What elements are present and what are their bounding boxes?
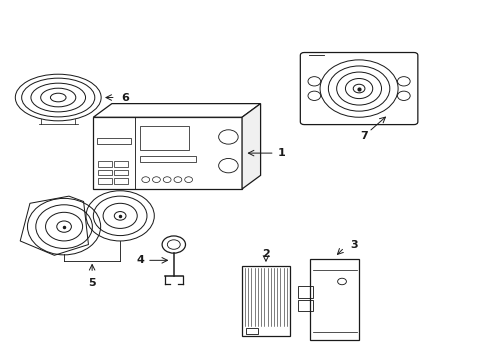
Bar: [98, 161, 112, 167]
Bar: [93, 117, 242, 189]
Bar: [140, 126, 188, 149]
Bar: [97, 138, 131, 144]
Bar: [114, 161, 128, 167]
Text: 5: 5: [88, 278, 96, 288]
Text: 4: 4: [137, 255, 144, 265]
Bar: [298, 300, 312, 311]
Text: 6: 6: [122, 93, 129, 103]
Text: 7: 7: [359, 131, 367, 141]
Bar: [242, 266, 289, 336]
Bar: [310, 259, 358, 339]
Bar: [98, 178, 112, 184]
Polygon shape: [242, 104, 260, 189]
Bar: [114, 178, 128, 184]
Text: 3: 3: [350, 239, 357, 249]
Bar: [140, 156, 196, 162]
Polygon shape: [93, 104, 260, 117]
Text: 2: 2: [262, 248, 269, 258]
Bar: [98, 170, 112, 175]
Bar: [245, 328, 258, 334]
Bar: [298, 286, 312, 298]
Bar: [114, 170, 128, 175]
Text: 1: 1: [277, 148, 285, 158]
